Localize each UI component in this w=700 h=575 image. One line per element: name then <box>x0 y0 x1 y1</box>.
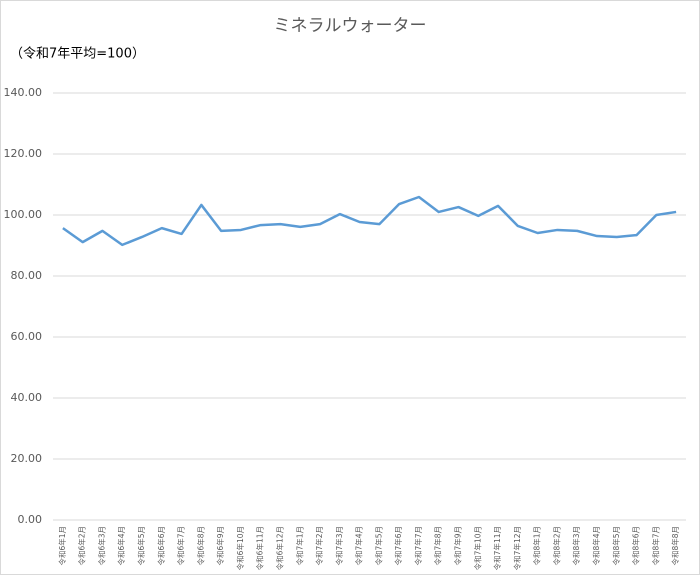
x-tick-label: 令和6年11月 <box>255 526 265 570</box>
x-tick-label: 令和6年9月 <box>215 526 225 566</box>
x-tick-label: 令和7年10月 <box>472 526 482 570</box>
x-tick-label: 令和8年1月 <box>532 526 542 566</box>
y-tick-label: 0.00 <box>18 513 43 526</box>
x-tick-label: 令和8年3月 <box>571 526 581 566</box>
x-tick-label: 令和7年2月 <box>314 526 324 566</box>
x-tick-label: 令和7年3月 <box>334 526 344 566</box>
x-tick-label: 令和7年7月 <box>413 526 423 566</box>
y-tick-label: 120.00 <box>4 147 43 160</box>
x-tick-label: 令和8年7月 <box>650 526 660 566</box>
y-tick-label: 100.00 <box>4 208 43 221</box>
x-tick-label: 令和7年8月 <box>433 526 443 566</box>
x-tick-label: 令和8年6月 <box>631 526 641 566</box>
x-tick-label: 令和6年1月 <box>57 526 67 566</box>
x-tick-label: 令和6年6月 <box>156 526 166 566</box>
y-tick-label: 20.00 <box>11 452 43 465</box>
y-tick-label: 60.00 <box>11 330 43 343</box>
y-tick-label: 40.00 <box>11 391 43 404</box>
y-tick-label: 80.00 <box>11 269 43 282</box>
x-tick-label: 令和7年5月 <box>373 526 383 566</box>
x-tick-label: 令和7年11月 <box>492 526 502 570</box>
chart-title: ミネラルウォーター <box>274 16 427 36</box>
x-tick-label: 令和6年4月 <box>116 526 126 566</box>
x-tick-label: 令和6年10月 <box>235 526 245 570</box>
x-tick-label: 令和8年2月 <box>551 526 561 566</box>
chart-subtitle: （令和7年平均=100） <box>10 47 145 62</box>
x-tick-label: 令和8年5月 <box>611 526 621 566</box>
x-tick-label: 令和7年12月 <box>512 526 522 570</box>
x-tick-label: 令和6年5月 <box>136 526 146 566</box>
x-tick-label: 令和7年4月 <box>354 526 364 566</box>
x-tick-label: 令和6年2月 <box>77 526 87 566</box>
x-tick-label: 令和6年8月 <box>195 526 205 566</box>
x-tick-label: 令和7年1月 <box>294 526 304 566</box>
x-tick-label: 令和6年3月 <box>96 526 106 566</box>
x-tick-label: 令和7年9月 <box>453 526 463 566</box>
x-tick-label: 令和8年4月 <box>591 526 601 566</box>
y-tick-label: 140.00 <box>4 86 43 99</box>
x-tick-label: 令和6年12月 <box>274 526 284 570</box>
x-tick-label: 令和6年7月 <box>176 526 186 566</box>
x-tick-label: 令和7年6月 <box>393 526 403 566</box>
x-tick-label: 令和8年8月 <box>670 526 680 566</box>
line-series <box>62 195 677 247</box>
